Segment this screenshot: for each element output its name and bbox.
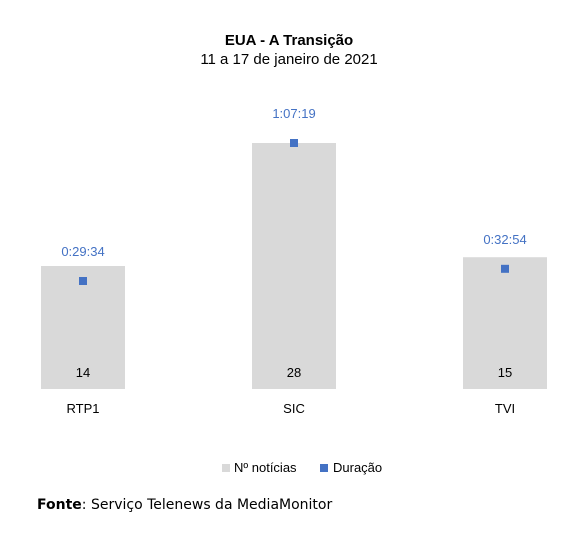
duration-value-label: 0:29:34 <box>61 244 104 259</box>
bar-count-rtp1 <box>41 266 125 389</box>
x-tick-label: RTP1 <box>67 401 100 416</box>
bar-value-label: 28 <box>287 365 301 380</box>
duration-marker-tvi <box>501 264 509 273</box>
duration-value-label: 0:32:54 <box>483 232 526 247</box>
x-tick-label: TVI <box>495 401 515 416</box>
legend: Nº notícias Duração <box>222 460 382 475</box>
duration-marker-rtp1 <box>79 277 87 285</box>
bar-count-sic <box>252 143 336 389</box>
bar-value-label: 14 <box>76 365 90 380</box>
legend-label-duration: Duração <box>333 460 382 475</box>
source-note: Fonte: Serviço Telenews da MediaMonitor <box>37 497 332 513</box>
legend-label-count: Nº notícias <box>234 460 297 475</box>
chart-subtitle: 11 a 17 de janeiro de 2021 <box>200 51 377 68</box>
duration-value-label: 1:07:19 <box>272 106 315 121</box>
bar-value-label: 15 <box>498 365 512 380</box>
legend-swatch-count <box>222 464 230 472</box>
x-tick-label: SIC <box>283 401 305 416</box>
bar-count-tvi <box>463 257 547 389</box>
duration-marker-sic <box>290 139 298 147</box>
source-text: : Serviço Telenews da MediaMonitor <box>81 497 333 513</box>
source-label: Fonte <box>37 497 82 513</box>
plot-area: 14 0:29:34 RTP1 28 1:07:19 SIC 15 0:32:54 TVI <box>41 106 547 416</box>
legend-swatch-duration <box>320 464 328 472</box>
chart-title: EUA - A Transição <box>225 32 353 49</box>
